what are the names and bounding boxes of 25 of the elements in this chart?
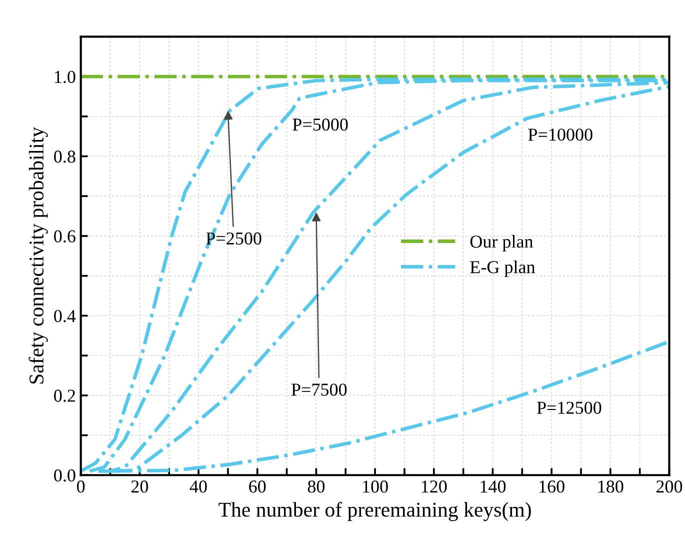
x-tick-label: 80 — [308, 480, 325, 493]
y-tick-label: 0.0 — [54, 469, 76, 482]
y-tick-label: 0.4 — [54, 310, 76, 322]
annotation: P=12500 — [537, 402, 602, 414]
y-tick-label: 0.8 — [54, 150, 76, 163]
annotation: P=10000 — [528, 128, 592, 141]
x-axis-title: The number of preremaining keys(m) — [218, 502, 531, 522]
x-tick-label: 0 — [77, 480, 85, 493]
annotation: P=7500 — [291, 384, 347, 396]
y-axis-title: Safety connectivity probability — [28, 126, 48, 384]
y-tick-label: 0.2 — [54, 390, 75, 402]
x-tick-label: 120 — [422, 480, 447, 493]
x-tick-label: 100 — [363, 480, 388, 493]
x-tick-label: 60 — [249, 480, 266, 493]
x-tick-label: 200 — [656, 480, 682, 493]
x-tick-label: 20 — [131, 480, 148, 493]
legend-label: Our plan — [470, 235, 534, 252]
legend-label: E-G plan — [470, 260, 536, 277]
x-tick-label: 40 — [190, 480, 207, 493]
x-tick-label: 140 — [480, 480, 506, 493]
y-tick-label: 1.0 — [54, 70, 76, 84]
x-tick-label: 160 — [540, 480, 564, 493]
annotation: P=5000 — [292, 118, 348, 131]
x-tick-label: 180 — [598, 480, 624, 493]
y-tick-label: 0.6 — [54, 230, 76, 243]
